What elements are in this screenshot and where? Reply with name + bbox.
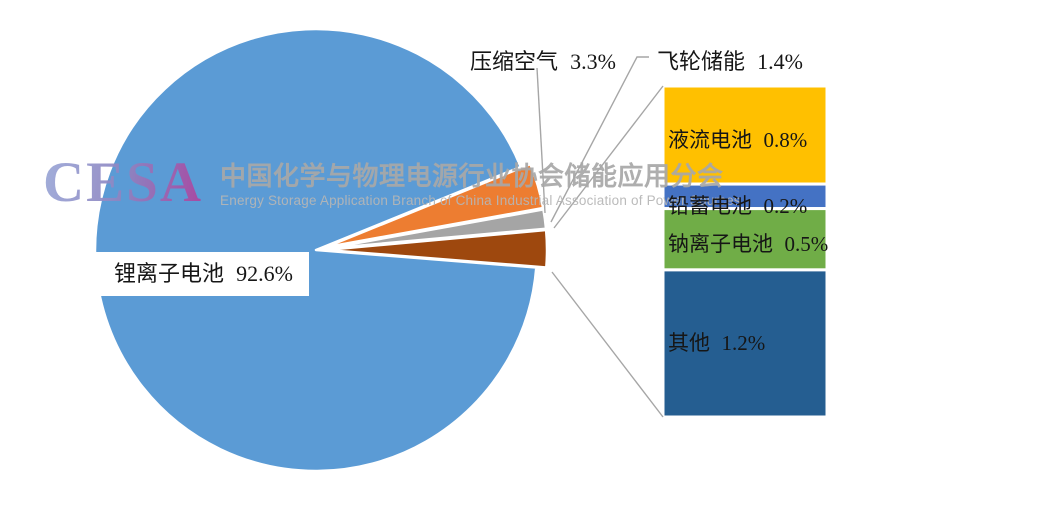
leader-line	[550, 56, 649, 223]
pie-slice-flywheel	[324, 208, 548, 250]
pie-slice-other-group	[324, 228, 549, 269]
leader-line	[551, 271, 664, 418]
bar-segment-other	[661, 268, 829, 419]
bar-segment-flow-battery	[661, 84, 829, 186]
bar-segment-lead-acid	[661, 182, 829, 211]
bar-segment-sodium-ion	[661, 207, 829, 272]
leader-line	[553, 85, 664, 229]
leader-line	[536, 67, 546, 214]
pie-slice-compressed-air	[324, 162, 545, 249]
